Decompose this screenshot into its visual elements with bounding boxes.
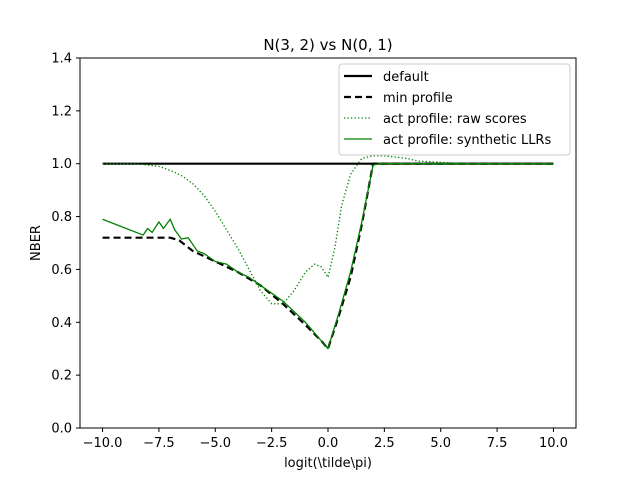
x-tick-label: 10.0: [539, 436, 568, 451]
series-line-1: [102, 162, 554, 350]
x-tick-label: 0.0: [318, 436, 339, 451]
y-tick-label: 0.2: [51, 369, 72, 384]
x-tick-label: −7.5: [143, 436, 175, 451]
x-tick-label: −10.0: [83, 436, 123, 451]
legend-label-2: act profile: raw scores: [383, 112, 527, 127]
x-tick-label: 7.5: [487, 436, 508, 451]
y-tick-label: 0.4: [51, 316, 72, 331]
y-tick-label: 1.2: [51, 104, 72, 119]
y-tick-label: 0.6: [51, 263, 72, 278]
x-tick-label: 2.5: [374, 436, 395, 451]
legend-label-1: min profile: [383, 91, 453, 106]
y-tick-label: 0.0: [51, 422, 72, 437]
x-axis-title: logit(\tilde\pi): [284, 456, 372, 471]
legend-label-3: act profile: synthetic LLRs: [383, 133, 551, 148]
legend-box: [338, 63, 571, 156]
x-tick-label: −5.0: [199, 436, 231, 451]
x-tick-label: 5.0: [430, 436, 451, 451]
series-layer: [102, 155, 554, 350]
y-tick-label: 1.0: [51, 157, 72, 172]
y-axis-title: NBER: [29, 225, 44, 261]
x-tick-label: −2.5: [256, 436, 288, 451]
chart-title: N(3, 2) vs N(0, 1): [263, 36, 392, 54]
legend-label-0: default: [383, 70, 429, 85]
series-line-2: [102, 155, 554, 305]
y-tick-label: 0.8: [51, 210, 72, 225]
y-tick-label: 1.4: [51, 52, 72, 67]
series-line-3: [102, 163, 554, 350]
y-axis: 0.0 0.2 0.4 0.6 0.8 1.0 1.2 1.4: [51, 52, 80, 437]
x-axis: −10.0 −7.5 −5.0 −2.5 0.0 2.5 5.0 7.5 10.0: [83, 428, 568, 451]
legend: default min profile act profile: raw score…: [338, 63, 571, 156]
